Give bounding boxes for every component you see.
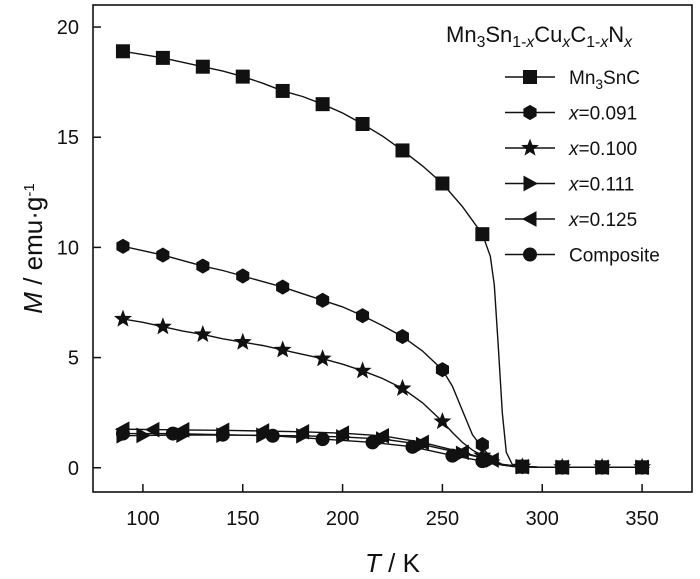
legend-label: Mn3SnC	[569, 68, 640, 92]
data-point	[193, 324, 212, 343]
data-point	[195, 59, 210, 74]
legend-item-3: x=0.111	[505, 175, 634, 196]
data-point	[405, 439, 420, 454]
x-tick-label: 100	[126, 508, 159, 530]
data-point	[196, 258, 210, 274]
data-point	[174, 422, 190, 438]
data-point	[475, 227, 490, 242]
y-tick-label: 15	[57, 127, 79, 149]
data-point	[355, 116, 370, 131]
y-axis-unit-exponent: -1	[21, 183, 38, 196]
data-point	[115, 44, 130, 59]
data-point	[484, 452, 499, 468]
legend: Mn3Sn1-xCuxC1-xNx Mn3SnC x=0.091 x=0.100 x=0…	[446, 22, 660, 267]
legend-marker	[523, 247, 537, 262]
data-point	[136, 427, 151, 444]
legend-label: x=0.100	[568, 139, 637, 160]
legend-marker	[523, 104, 537, 121]
y-axis-symbol: M	[18, 292, 48, 314]
data-point	[475, 454, 490, 469]
data-point	[356, 308, 370, 324]
data-point	[454, 444, 469, 461]
x-tick-label: 150	[226, 508, 259, 530]
data-point	[215, 427, 230, 442]
x-axis-unit: / K	[381, 548, 421, 578]
data-point	[395, 329, 409, 345]
legend-item-1: x=0.091	[505, 104, 637, 125]
legend-item-0: Mn3SnC	[505, 68, 640, 92]
data-point	[144, 421, 160, 438]
data-point	[515, 459, 530, 474]
data-point	[265, 428, 280, 443]
data-point	[113, 309, 132, 327]
data-point	[635, 460, 650, 475]
y-tick-label: 20	[57, 17, 79, 39]
x-tick-label: 350	[625, 508, 658, 530]
legend-label: x=0.111	[568, 175, 634, 196]
x-tick-label: 200	[326, 508, 359, 530]
data-point	[116, 238, 130, 254]
data-point	[276, 279, 290, 295]
data-point	[433, 412, 452, 430]
y-tick-label: 0	[68, 458, 79, 480]
series-points-2	[113, 309, 652, 475]
x-tick-label: 300	[526, 508, 559, 530]
data-point	[445, 448, 460, 463]
data-point	[275, 83, 290, 98]
legend-label: x=0.125	[568, 210, 637, 231]
data-point	[435, 362, 449, 378]
legend-item-5: Composite	[505, 246, 660, 267]
series-line-0	[122, 50, 643, 468]
legend-marker	[523, 175, 539, 192]
data-point	[233, 332, 252, 350]
data-point	[115, 426, 130, 441]
y-axis-unit: / emu·g	[18, 197, 48, 292]
data-point	[156, 247, 170, 263]
data-point	[414, 434, 429, 451]
data-point	[435, 176, 450, 191]
y-tick-label: 5	[68, 348, 79, 370]
data-point	[334, 425, 350, 442]
legend-item-4: x=0.125	[505, 210, 637, 231]
plot-frame	[92, 4, 693, 493]
data-point	[315, 432, 330, 447]
data-point	[153, 317, 172, 335]
y-tick-label: 10	[57, 237, 79, 259]
data-point	[315, 97, 330, 112]
x-axis: 100 150 200 250 300 350	[126, 484, 659, 530]
data-point	[555, 460, 570, 475]
x-tick-label: 250	[426, 508, 459, 530]
data-point	[316, 292, 330, 308]
legend-marker	[521, 138, 539, 156]
data-point	[236, 268, 250, 284]
data-point	[374, 427, 390, 444]
y-axis: 0 5 10 15 20	[57, 17, 101, 480]
legend-label: x=0.091	[568, 104, 637, 125]
series-markers	[113, 44, 652, 476]
y-axis-label: M / emu·g-1	[18, 183, 48, 313]
legend-item-2: x=0.100	[505, 138, 637, 160]
data-point	[353, 361, 372, 379]
x-axis-label: T / K	[365, 548, 421, 578]
data-point	[165, 426, 180, 441]
legend-label: Composite	[569, 246, 660, 267]
data-point	[393, 378, 412, 397]
data-point	[294, 424, 310, 440]
data-point	[273, 340, 292, 358]
data-point	[595, 460, 610, 475]
data-point	[235, 69, 250, 84]
legend-marker	[521, 211, 537, 227]
data-point	[313, 349, 332, 367]
data-point	[155, 50, 170, 65]
series-points-5	[115, 426, 650, 475]
legend-marker	[523, 70, 537, 84]
series-line-2	[122, 318, 643, 468]
series-curves	[122, 50, 643, 468]
legend-title: Mn3Sn1-xCuxC1-xNx	[446, 22, 633, 51]
data-point	[365, 435, 380, 450]
x-axis-symbol: T	[365, 548, 383, 578]
data-point	[395, 143, 410, 158]
